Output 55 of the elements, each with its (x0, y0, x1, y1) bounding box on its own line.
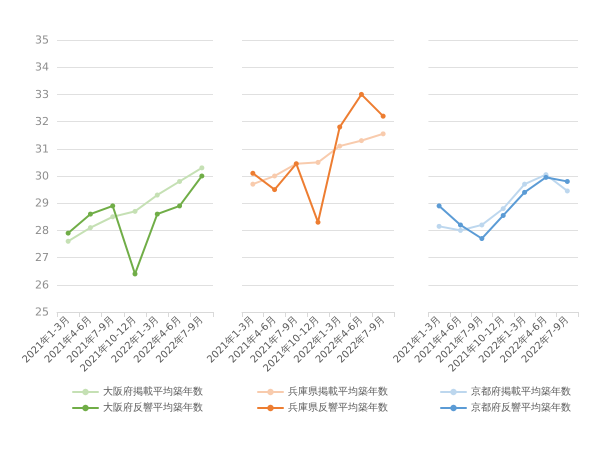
point (66, 230, 71, 236)
legend-label: 大阪府掲載平均築年数 (103, 386, 203, 398)
point (564, 188, 570, 194)
point (500, 212, 506, 218)
point (458, 222, 463, 228)
point (436, 224, 442, 229)
point (66, 238, 71, 244)
point (436, 203, 442, 208)
point (199, 165, 204, 170)
y-tick-label: 33 (35, 88, 49, 101)
y-tick-label: 31 (35, 142, 49, 156)
point (199, 174, 204, 178)
legend-label: 大阪府反響平均築年数 (103, 402, 203, 414)
y-tick-label: 25 (35, 306, 49, 318)
point (250, 182, 256, 187)
point (337, 124, 342, 130)
point (522, 182, 528, 187)
point (88, 212, 93, 217)
point (272, 187, 278, 192)
point (177, 178, 182, 184)
point (177, 203, 182, 208)
point (110, 203, 116, 208)
y-tick-label: 35 (35, 34, 49, 46)
legend-label: 兵庫県反響平均築年数 (288, 402, 388, 414)
point (564, 178, 570, 184)
point (358, 138, 364, 144)
y-tick-label: 26 (35, 278, 49, 292)
legend-label: 京都府反響平均築年数 (471, 402, 571, 414)
y-tick-label: 29 (35, 196, 49, 210)
point (479, 222, 484, 228)
legend-label: 京都府掲載平均築年数 (471, 386, 571, 398)
point (154, 192, 160, 198)
y-tick-label: 32 (35, 115, 49, 128)
point (110, 214, 116, 220)
point (132, 208, 138, 214)
point (543, 174, 548, 180)
point (380, 131, 386, 136)
point (154, 212, 160, 217)
point (316, 220, 320, 225)
point (272, 174, 278, 178)
point (316, 160, 320, 165)
point (88, 225, 93, 230)
y-tick-label: 30 (35, 170, 49, 182)
y-tick-label: 28 (35, 224, 49, 237)
y-tick-label: 27 (35, 251, 49, 264)
point (358, 92, 364, 97)
point (380, 114, 386, 119)
point (479, 236, 484, 242)
point (250, 170, 256, 176)
point (500, 206, 506, 212)
legend-label: 兵庫県掲載平均築年数 (288, 386, 388, 398)
point (522, 190, 528, 195)
point (458, 228, 463, 233)
point (337, 144, 342, 149)
y-tick-label: 34 (35, 60, 49, 74)
